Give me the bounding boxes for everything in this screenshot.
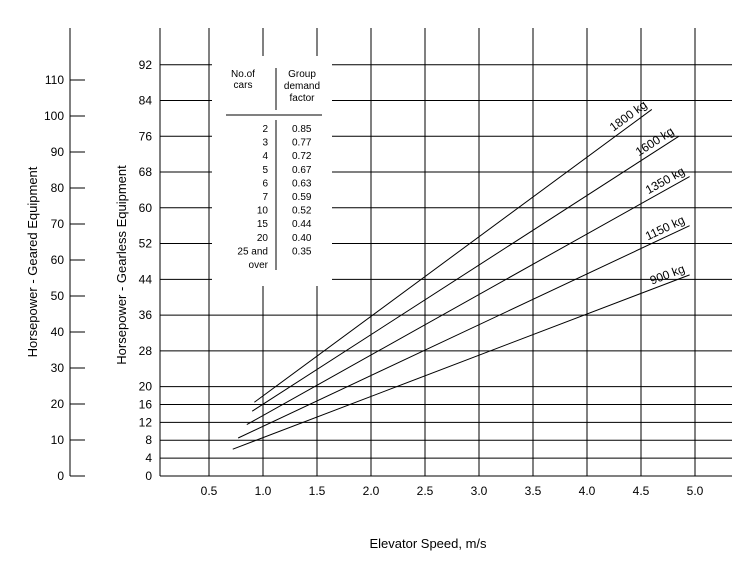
x-tick-label: 4.0 bbox=[579, 484, 596, 498]
series-line bbox=[232, 274, 690, 450]
gearless-tick-label: 76 bbox=[139, 129, 153, 143]
grid bbox=[159, 28, 732, 477]
geared-tick-label: 100 bbox=[44, 109, 64, 123]
table-header-cars: No.of bbox=[231, 69, 255, 80]
gearless-tick-label: 36 bbox=[139, 308, 153, 322]
geared-tick-label: 10 bbox=[51, 433, 65, 447]
table-cell-cars: 3 bbox=[262, 138, 268, 149]
table-cell-factor: 0.85 bbox=[292, 124, 312, 135]
table-cell-cars: 4 bbox=[262, 151, 268, 162]
series-line bbox=[237, 225, 690, 439]
geared-tick-label: 80 bbox=[51, 181, 65, 195]
gearless-tick-label: 68 bbox=[139, 165, 153, 179]
geared-tick-label: 50 bbox=[51, 289, 65, 303]
geared-tick-label: 0 bbox=[57, 469, 64, 483]
gearless-tick-label: 52 bbox=[139, 237, 153, 251]
table-header-factor: demand bbox=[284, 81, 320, 92]
table-cell-cars: over bbox=[249, 260, 269, 271]
geared-tick-label: 20 bbox=[51, 397, 65, 411]
table-cell-cars: 6 bbox=[262, 178, 268, 189]
x-tick-label: 2.5 bbox=[417, 484, 434, 498]
table-header-factor: factor bbox=[289, 93, 315, 104]
x-tick-label: 0.5 bbox=[201, 484, 218, 498]
x-tick-label: 1.0 bbox=[255, 484, 272, 498]
x-tick-label: 4.5 bbox=[633, 484, 650, 498]
series-label: 1350 kg bbox=[643, 164, 687, 197]
gearless-tick-label: 12 bbox=[139, 415, 153, 429]
series-label: 1150 kg bbox=[643, 213, 687, 243]
gearless-tick-label: 16 bbox=[139, 397, 153, 411]
gearless-tick-label: 60 bbox=[139, 201, 153, 215]
table-cell-factor: 0.77 bbox=[292, 138, 312, 149]
gearless-tick-label: 84 bbox=[139, 94, 153, 108]
gearless-tick-label: 44 bbox=[139, 272, 153, 286]
x-tick-label: 5.0 bbox=[687, 484, 704, 498]
y-axis-title-gearless: Horsepower - Gearless Equipment bbox=[114, 165, 129, 365]
geared-tick-label: 40 bbox=[51, 325, 65, 339]
table-cell-cars: 25 and bbox=[237, 246, 268, 257]
table-cell-factor: 0.59 bbox=[292, 192, 312, 203]
gearless-tick-label: 4 bbox=[145, 451, 152, 465]
table-background bbox=[212, 56, 332, 286]
geared-tick-label: 110 bbox=[45, 73, 64, 87]
geared-tick-label: 30 bbox=[51, 361, 65, 375]
table-cell-factor: 0.44 bbox=[292, 219, 312, 230]
x-tick-label: 3.5 bbox=[525, 484, 542, 498]
geared-tick-label: 60 bbox=[51, 253, 65, 267]
series-line bbox=[254, 109, 653, 403]
table-cell-factor: 0.72 bbox=[292, 151, 312, 162]
table-cell-cars: 5 bbox=[262, 165, 268, 176]
table-cell-cars: 15 bbox=[257, 219, 269, 230]
table-cell-factor: 0.35 bbox=[292, 246, 312, 257]
y-axis-title-geared: Horsepower - Geared Equipment bbox=[25, 166, 40, 357]
table-header-factor: Group bbox=[288, 69, 316, 80]
table-cell-factor: 0.67 bbox=[292, 165, 312, 176]
table-cell-cars: 7 bbox=[262, 192, 268, 203]
table-cell-cars: 20 bbox=[257, 233, 269, 244]
gearless-tick-label: 0 bbox=[145, 469, 152, 483]
gearless-tick-label: 92 bbox=[139, 58, 153, 72]
geared-tick-label: 90 bbox=[51, 145, 65, 159]
gearless-tick-label: 20 bbox=[139, 380, 153, 394]
series-line bbox=[251, 135, 680, 412]
axes: 0.5 1.0 1.5 2.0 2.5 3.0 3.5 4.0 4.5 5.00481216202… bbox=[44, 28, 704, 498]
table-cell-cars: 2 bbox=[262, 124, 268, 135]
gearless-tick-label: 28 bbox=[139, 344, 153, 358]
table-cell-factor: 0.63 bbox=[292, 178, 312, 189]
x-tick-label: 1.5 bbox=[309, 484, 326, 498]
table-cell-factor: 0.40 bbox=[292, 233, 312, 244]
x-tick-label: 2.0 bbox=[363, 484, 380, 498]
gearless-tick-label: 8 bbox=[145, 433, 152, 447]
geared-tick-label: 70 bbox=[51, 217, 65, 231]
x-axis-title: Elevator Speed, m/s bbox=[369, 536, 487, 551]
table-cell-factor: 0.52 bbox=[292, 206, 312, 217]
table-header-cars: cars bbox=[234, 80, 253, 91]
x-tick-label: 3.0 bbox=[471, 484, 488, 498]
series-line bbox=[246, 176, 690, 426]
table-cell-cars: 10 bbox=[257, 206, 269, 217]
